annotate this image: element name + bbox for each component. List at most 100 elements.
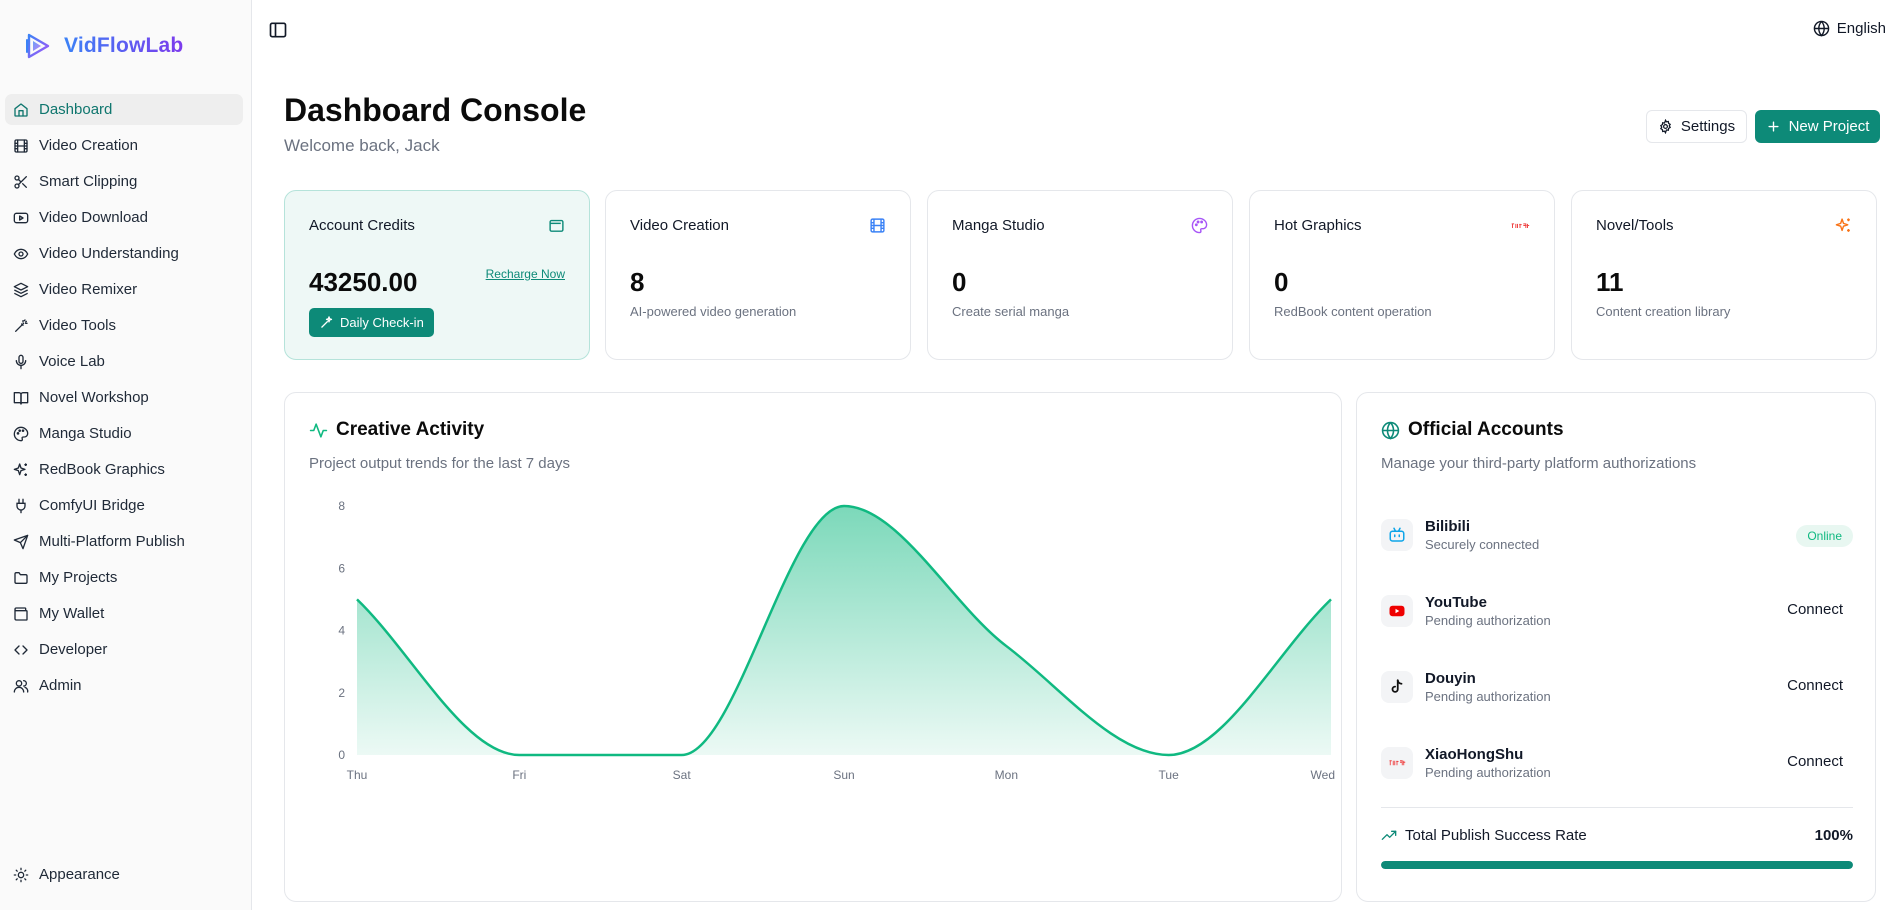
card-value: 0 [1274, 267, 1289, 297]
sidebar-item-developer[interactable]: Developer [5, 634, 243, 665]
chart-point-wed[interactable] [1328, 596, 1334, 602]
new-project-button[interactable]: New Project [1755, 110, 1880, 143]
card-value: 8 [630, 267, 645, 297]
sidebar-item-label: RedBook Graphics [39, 461, 165, 478]
trending-up-icon [1381, 830, 1397, 840]
plus-icon [1768, 121, 1779, 132]
video-creation-card[interactable]: Video Creation 8 AI-powered video genera… [605, 190, 911, 360]
sidebar-item-label: Developer [39, 641, 108, 658]
sidebar-item-smart-clipping[interactable]: Smart Clipping [5, 166, 243, 197]
daily-checkin-button[interactable]: Daily Check-in [309, 308, 434, 337]
sidebar-item-comfyui-bridge[interactable]: ComfyUI Bridge [5, 490, 243, 521]
book-open-icon [13, 391, 29, 405]
card-value: 11 [1596, 267, 1624, 297]
manga-studio-card[interactable]: Manga Studio 0 Create serial manga [927, 190, 1233, 360]
sidebar: VidFlowLab Dashboard Video Creation Smar… [0, 0, 252, 910]
hot-graphics-card[interactable]: Hot Graphics 0 RedBook content operation [1249, 190, 1555, 360]
account-status: Pending authorization [1425, 689, 1551, 704]
account-status: Pending authorization [1425, 613, 1551, 628]
eye-icon [13, 248, 29, 259]
account-status: Securely connected [1425, 537, 1540, 552]
account-name: Bilibili [1425, 518, 1470, 535]
chart-point-thu[interactable] [354, 596, 360, 602]
language-switcher[interactable]: English [1813, 20, 1886, 37]
chart-point-fri[interactable] [516, 752, 522, 758]
card-subtitle: AI-powered video generation [630, 304, 797, 319]
card-title: Manga Studio [952, 217, 1045, 234]
sparkles-icon [1835, 218, 1850, 232]
sidebar-item-manga-studio[interactable]: Manga Studio [5, 418, 243, 449]
appearance-toggle[interactable]: Appearance [13, 866, 120, 883]
sidebar-item-my-wallet[interactable]: My Wallet [5, 598, 243, 629]
card-subtitle: Content creation library [1596, 304, 1731, 319]
sparkles-icon [13, 462, 27, 476]
sidebar-item-multi-platform-publish[interactable]: Multi-Platform Publish [5, 526, 243, 557]
sidebar-item-video-remixer[interactable]: Video Remixer [5, 274, 243, 305]
sidebar-item-admin[interactable]: Admin [5, 670, 243, 701]
card-subtitle: RedBook content operation [1274, 304, 1432, 319]
welcome-text: Welcome back, Jack [284, 136, 440, 155]
publish-rate-row: Total Publish Success Rate 100% [1381, 827, 1853, 844]
connect-button[interactable]: Connect [1787, 753, 1843, 770]
xiaohongshu-logo-icon [1511, 223, 1530, 228]
globe-icon [1381, 421, 1400, 440]
publish-rate-bar [1381, 861, 1853, 869]
account-row-youtube: YouTube Pending authorization Connect [1381, 591, 1853, 631]
sidebar-item-video-tools[interactable]: Video Tools [5, 310, 243, 341]
chart-point-tue[interactable] [1166, 752, 1172, 758]
sidebar-item-video-download[interactable]: Video Download [5, 202, 243, 233]
code-icon [14, 644, 28, 655]
wallet-icon [14, 606, 28, 621]
connect-button[interactable]: Connect [1787, 601, 1843, 618]
sidebar-item-novel-workshop[interactable]: Novel Workshop [5, 382, 243, 413]
folder-icon [14, 571, 28, 584]
account-row-xiaohongshu: XiaoHongShu Pending authorization Connec… [1381, 743, 1853, 783]
sidebar-toggle-icon[interactable] [268, 20, 288, 40]
card-value: 0 [952, 267, 967, 297]
chart-point-sat[interactable] [679, 752, 685, 758]
home-icon [14, 102, 28, 117]
card-title: Account Credits [309, 217, 415, 234]
x-tick-label: Wed [1311, 768, 1335, 782]
brand[interactable]: VidFlowLab [24, 30, 183, 62]
youtube-icon [1381, 595, 1413, 627]
panel-title: Creative Activity [309, 419, 484, 441]
gear-icon [1659, 119, 1671, 134]
plug-icon [16, 498, 26, 513]
sidebar-item-redbook-graphics[interactable]: RedBook Graphics [5, 454, 243, 485]
sidebar-item-dashboard[interactable]: Dashboard [5, 94, 243, 125]
brand-name: VidFlowLab [64, 34, 184, 57]
layers-icon [13, 282, 29, 297]
x-tick-label: Tue [1159, 768, 1180, 782]
sidebar-item-label: Novel Workshop [39, 389, 149, 406]
connect-button[interactable]: Connect [1787, 677, 1843, 694]
sidebar-item-voice-lab[interactable]: Voice Lab [5, 346, 243, 377]
y-tick-label: 4 [338, 624, 345, 638]
bilibili-icon [1381, 519, 1413, 551]
y-tick-label: 8 [338, 499, 345, 513]
sidebar-item-label: Manga Studio [39, 425, 132, 442]
sidebar-item-my-projects[interactable]: My Projects [5, 562, 243, 593]
sidebar-item-video-creation[interactable]: Video Creation [5, 130, 243, 161]
recharge-link[interactable]: Recharge Now [485, 267, 565, 281]
activity-chart: 0 2 4 6 8 Thu Fri Sat Sun Mon Tue Wed [338, 499, 1335, 782]
sidebar-item-label: Admin [39, 677, 82, 694]
novel-tools-card[interactable]: Novel/Tools 11 Content creation library [1571, 190, 1877, 360]
chart-point-mon[interactable] [1003, 643, 1009, 649]
account-name: YouTube [1425, 594, 1487, 611]
x-tick-label: Mon [995, 768, 1018, 782]
card-title: Video Creation [630, 217, 729, 234]
panel-subtitle: Manage your third-party platform authori… [1381, 455, 1697, 472]
sidebar-item-video-understanding[interactable]: Video Understanding [5, 238, 243, 269]
creative-activity-panel: Creative Activity Project output trends … [284, 392, 1342, 902]
settings-button[interactable]: Settings [1646, 110, 1747, 143]
scissors-icon [14, 174, 27, 189]
credits-value: 43250.00 [309, 267, 418, 297]
chart-point-sun[interactable] [841, 503, 847, 509]
sidebar-item-label: Video Download [39, 209, 148, 226]
account-credits-card: Account Credits 43250.00 Recharge Now Da… [284, 190, 590, 360]
divider [1381, 807, 1853, 808]
language-label: English [1836, 20, 1886, 37]
y-tick-label: 2 [338, 686, 345, 700]
card-title: Novel/Tools [1596, 217, 1674, 234]
